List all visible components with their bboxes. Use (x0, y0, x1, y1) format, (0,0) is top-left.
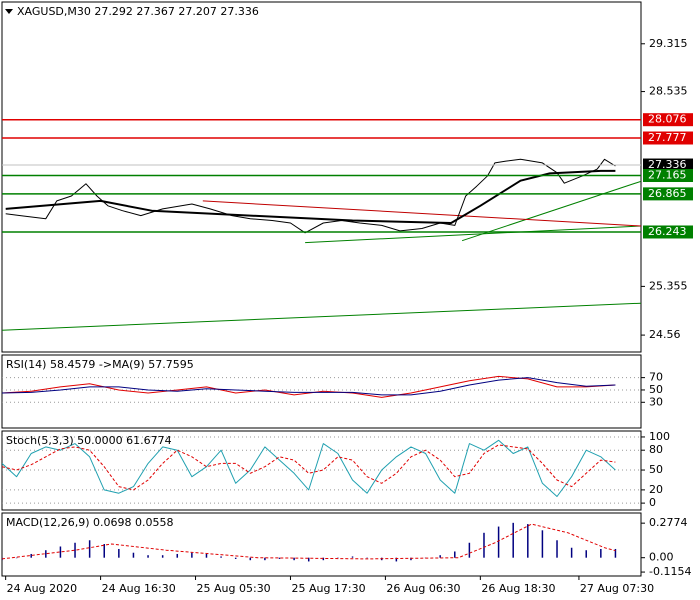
histogram-bar (556, 540, 558, 558)
histogram-bar (234, 557, 237, 559)
panel-plot (2, 375, 641, 403)
histogram-bar (45, 550, 47, 558)
histogram-bar (147, 555, 149, 558)
x-tick-label: 27 Aug 07:30 (580, 582, 654, 595)
series-line (2, 444, 616, 491)
price-level-box (643, 187, 693, 201)
price-level-label: 27.777 (648, 131, 687, 144)
y-tick-label: 100 (649, 430, 670, 443)
histogram-bar (322, 557, 325, 561)
y-tick-label: 29.315 (649, 37, 688, 50)
histogram-bar (220, 556, 222, 558)
chart-title: XAGUSD,M30 27.292 27.367 27.207 27.336 (17, 5, 259, 18)
y-tick-label: 28.535 (649, 85, 688, 98)
histogram-bar (278, 557, 281, 559)
histogram-bar (293, 557, 295, 561)
y-tick-label: 50 (649, 463, 663, 476)
y-tick-label: 20 (649, 483, 663, 496)
series-line (202, 200, 641, 227)
histogram-bar (614, 548, 617, 558)
x-tick-label: 26 Aug 18:30 (481, 582, 555, 595)
price-level-label: 27.165 (648, 168, 687, 181)
price-level-label: 28.076 (648, 113, 687, 126)
series-line (2, 439, 616, 497)
price-level-label: 27.336 (648, 158, 687, 171)
histogram-bar (191, 552, 193, 558)
y-tick-label: 70 (649, 371, 663, 384)
price-level-box (643, 113, 693, 127)
x-tick-label: 25 Aug 05:30 (197, 582, 271, 595)
histogram-bar (88, 540, 91, 558)
series-line (2, 302, 641, 331)
y-tick-label: 80 (649, 443, 663, 456)
panel-plot (2, 436, 641, 504)
histogram-bar (541, 530, 544, 558)
panel-border (1, 354, 642, 429)
histogram-bar (307, 557, 310, 562)
histogram-bar (103, 544, 105, 558)
price-level-box (643, 225, 693, 239)
panel-plot (2, 522, 617, 562)
histogram-bar (249, 557, 252, 561)
histogram-bar (366, 557, 368, 559)
histogram-bar (395, 557, 398, 562)
y-tick-label: 0.2774 (649, 516, 688, 529)
title-marker (5, 9, 13, 14)
panel-border (1, 512, 642, 577)
series-line (5, 169, 616, 224)
histogram-bar (468, 542, 471, 558)
y-tick-label: 0.00 (649, 551, 674, 564)
panel-plot (2, 158, 641, 331)
indicator-title: Stoch(5,3,3) 50.0000 61.6774 (6, 434, 172, 447)
y-tick-label: 50 (649, 383, 663, 396)
histogram-bar (161, 555, 164, 558)
indicator-title: MACD(12,26,9) 0.0698 0.0558 (6, 516, 174, 529)
price-level-label: 26.243 (648, 225, 687, 238)
y-tick-label: -0.1154 (649, 565, 691, 578)
histogram-bar (410, 557, 412, 561)
histogram-bar (585, 550, 587, 558)
price-level-label: 26.865 (648, 187, 687, 200)
histogram-bar (351, 556, 354, 558)
histogram-bar (483, 532, 485, 558)
histogram-bar (15, 557, 18, 559)
x-tick-label: 26 Aug 06:30 (386, 582, 460, 595)
histogram-bar (205, 553, 208, 558)
histogram-bar (512, 522, 514, 558)
histogram-bar (439, 555, 441, 558)
y-tick-label: 24.56 (649, 328, 681, 341)
y-tick-label: 25.355 (649, 279, 688, 292)
series-line (461, 180, 641, 242)
histogram-bar (600, 548, 602, 558)
histogram-bar (132, 552, 135, 558)
histogram-bar (59, 546, 62, 558)
x-tick-label: 24 Aug 16:30 (102, 582, 176, 595)
y-tick-label: 30 (649, 395, 663, 408)
histogram-bar (570, 547, 573, 558)
x-tick-label: 25 Aug 17:30 (291, 582, 365, 595)
price-level-box (643, 131, 693, 145)
histogram-bar (30, 553, 32, 558)
panel-border (1, 1, 642, 353)
histogram-bar (176, 553, 179, 558)
x-tick-label: 24 Aug 2020 (7, 582, 77, 595)
price-level-box (643, 158, 693, 172)
histogram-bar (454, 551, 456, 558)
histogram-bar (337, 557, 339, 559)
histogram-bar (527, 524, 529, 558)
series-line (2, 377, 616, 396)
histogram-bar (74, 542, 76, 558)
histogram-bar (497, 526, 500, 558)
histogram-bar (264, 557, 266, 561)
series-line (2, 523, 616, 560)
price-level-box (643, 168, 693, 182)
indicator-title: RSI(14) 58.4579 ->MA(9) 57.7595 (6, 358, 194, 371)
series-line (305, 225, 641, 244)
histogram-bar (118, 548, 120, 558)
y-tick-label: 0 (649, 496, 656, 509)
